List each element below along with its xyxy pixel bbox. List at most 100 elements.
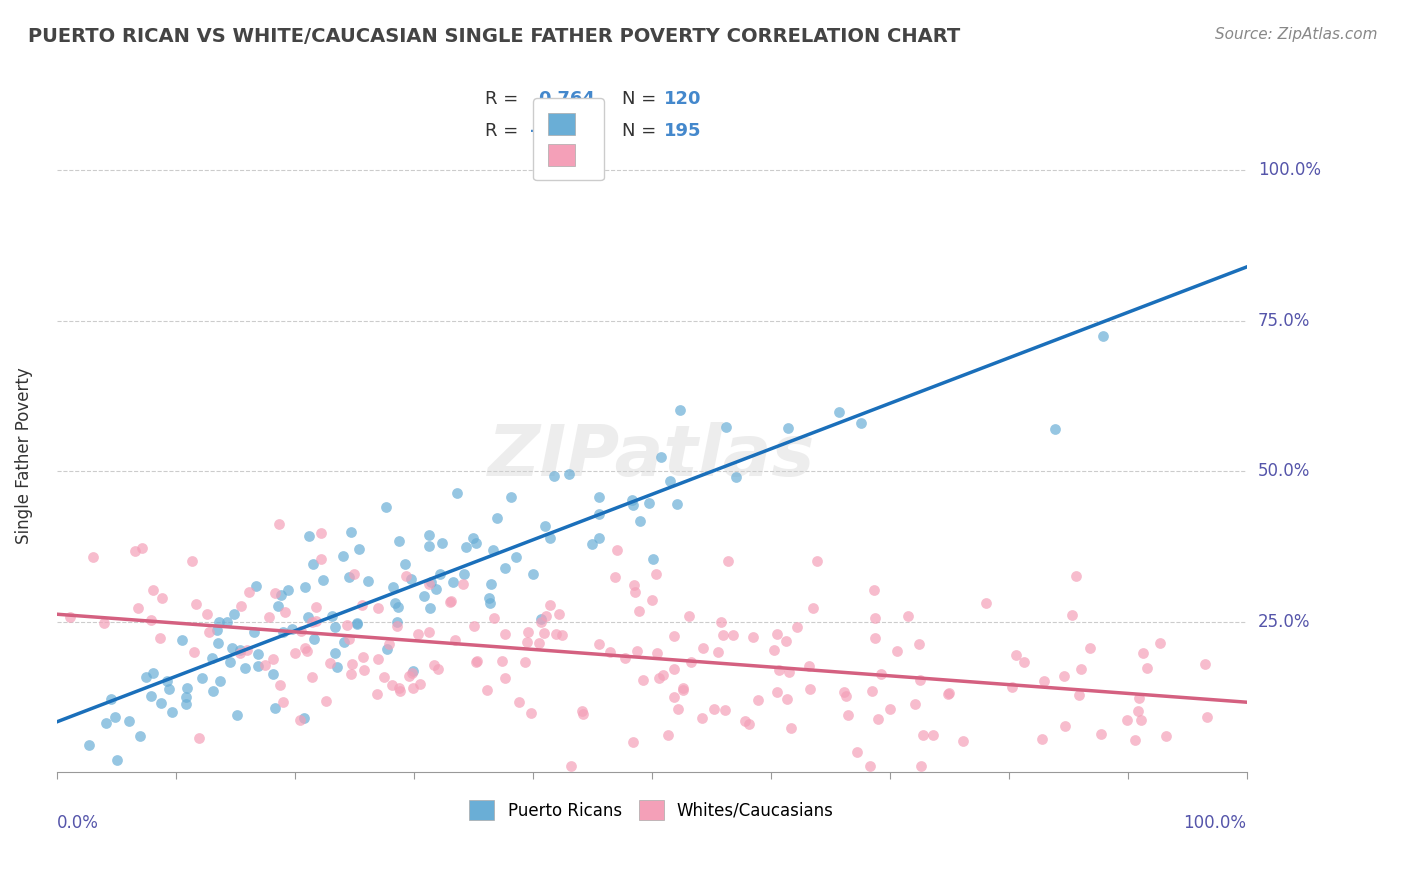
Point (135, 669, 157, 683)
Point (176, 681, 198, 695)
Point (666, 702, 689, 716)
Point (432, 536, 454, 550)
Point (714, 419, 737, 434)
Point (215, 615, 238, 629)
Point (845, 745, 868, 759)
Point (482, 611, 505, 625)
Point (461, 531, 484, 545)
Point (326, 660, 349, 674)
Point (1123, 733, 1146, 747)
Point (763, 643, 786, 657)
Point (921, 728, 943, 742)
Point (1005, 648, 1028, 663)
Point (380, 678, 402, 692)
Point (494, 561, 516, 575)
Point (229, 643, 252, 657)
Point (340, 666, 363, 681)
Point (717, 554, 740, 568)
Point (124, 544, 146, 558)
Point (560, 759, 582, 773)
Point (395, 569, 418, 583)
Point (1043, 422, 1066, 436)
Point (139, 613, 162, 627)
Point (519, 706, 541, 721)
Point (1197, 710, 1219, 724)
Point (439, 595, 461, 609)
Point (778, 665, 800, 679)
Point (775, 634, 797, 648)
Text: ZIPatlas: ZIPatlas (488, 422, 815, 491)
Point (738, 716, 761, 731)
Point (159, 682, 181, 697)
Point (1090, 727, 1112, 741)
Point (664, 690, 686, 704)
Point (868, 712, 890, 726)
Point (93, 615, 115, 630)
Point (191, 671, 214, 685)
Point (623, 578, 645, 592)
Point (305, 599, 328, 614)
Point (938, 686, 960, 700)
Text: PUERTO RICAN VS WHITE/CAUCASIAN SINGLE FATHER POVERTY CORRELATION CHART: PUERTO RICAN VS WHITE/CAUCASIAN SINGLE F… (28, 27, 960, 45)
Point (974, 596, 997, 610)
Point (388, 534, 411, 549)
Point (797, 659, 820, 673)
Point (710, 615, 733, 630)
Point (664, 662, 686, 676)
Text: R =: R = (485, 90, 524, 108)
Point (505, 550, 527, 565)
Point (288, 713, 311, 727)
Point (1052, 669, 1074, 683)
Point (478, 591, 501, 606)
Point (581, 537, 603, 551)
Point (247, 659, 270, 673)
Point (337, 569, 360, 583)
Point (402, 681, 425, 696)
Point (910, 673, 932, 688)
Point (128, 729, 150, 743)
Point (546, 627, 568, 641)
Point (409, 676, 432, 690)
Point (267, 599, 290, 613)
Point (59, 610, 82, 624)
Point (837, 708, 859, 723)
Point (766, 685, 789, 699)
Point (630, 514, 652, 528)
Point (382, 580, 405, 594)
Point (1078, 640, 1101, 655)
Point (870, 667, 893, 681)
Point (384, 596, 406, 610)
Point (375, 641, 398, 656)
Point (723, 627, 745, 641)
Text: 120: 120 (664, 90, 702, 108)
Point (1067, 688, 1090, 702)
Point (621, 498, 644, 512)
Point (418, 539, 440, 553)
Point (631, 673, 654, 687)
Point (865, 611, 887, 625)
Point (294, 580, 316, 594)
Point (494, 627, 516, 641)
Point (425, 582, 447, 596)
Point (224, 607, 246, 622)
Point (1116, 713, 1139, 727)
Point (588, 531, 610, 545)
Point (645, 566, 668, 581)
Point (387, 615, 409, 629)
Point (104, 709, 127, 723)
Point (672, 681, 695, 695)
Point (394, 558, 416, 572)
Point (832, 685, 855, 699)
Point (305, 615, 328, 629)
Point (418, 527, 440, 541)
Point (398, 669, 420, 683)
Point (315, 694, 337, 708)
Point (1154, 729, 1177, 743)
Point (551, 628, 574, 642)
Point (377, 637, 399, 651)
Point (527, 636, 550, 650)
Point (530, 615, 553, 630)
Point (127, 601, 149, 615)
Point (548, 607, 571, 622)
Point (481, 542, 503, 557)
